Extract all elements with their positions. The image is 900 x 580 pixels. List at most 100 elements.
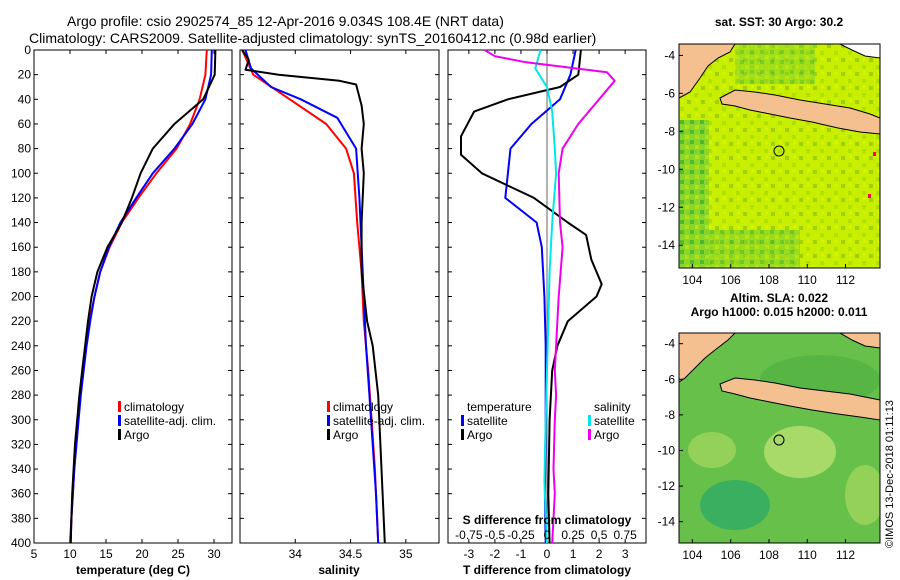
top-tick-label: 0.25 <box>561 528 585 542</box>
x-tick-label: 2 <box>596 547 603 561</box>
sst-field-west <box>679 120 709 268</box>
y-tick-label: 340 <box>11 462 31 476</box>
watermark: ©IMOS 13-Dec-2018 01:11:13 <box>884 400 896 548</box>
legend-swatch-t-argo <box>461 429 464 440</box>
x-tick-label: -1 <box>516 547 527 561</box>
map-x-tick-label: 106 <box>721 273 741 287</box>
legend-argo: Argo <box>124 428 150 442</box>
argo-position-marker <box>773 145 785 157</box>
map-x-tick-label: 112 <box>836 548 855 562</box>
top-tick-label: -0.25 <box>507 528 535 542</box>
map-x-tick-label: 110 <box>798 548 817 562</box>
legend-temperature-header: temperature <box>467 400 532 414</box>
x-tick-label: -3 <box>464 547 475 561</box>
title-line-1: Argo profile: csio 2902574_85 12-Apr-201… <box>67 13 504 29</box>
legend-t-satellite: satellite <box>467 414 508 428</box>
x-tick-label: 20 <box>135 547 149 561</box>
land-borneo <box>839 44 880 59</box>
y-tick-label: 300 <box>11 413 31 427</box>
map-y-tick-label: -12 <box>658 200 676 214</box>
salinity-axes <box>239 49 440 544</box>
legend-swatch-s-satellite <box>588 415 591 426</box>
sst-hot-pixel <box>868 194 871 198</box>
series-line-argo <box>241 49 386 544</box>
temperature-axes <box>33 49 233 544</box>
legend-t-argo: Argo <box>467 428 493 442</box>
temperature-xlabel: temperature (deg C) <box>76 563 190 577</box>
y-tick-label: 20 <box>18 68 32 82</box>
legend-climatology: climatology <box>333 400 393 414</box>
map-y-tick-label: -4 <box>664 48 675 62</box>
series-line-s-argo <box>483 49 616 544</box>
legend-swatch-argo <box>327 429 330 440</box>
sst-field-north <box>735 44 815 84</box>
legend-swatch-climatology <box>118 401 121 412</box>
sla-map-ticks: 104 106 108 110 112 -4 -6 -8 -10 -12 -14 <box>658 337 856 562</box>
y-tick-label: 360 <box>11 487 31 501</box>
legend-satellite: satellite-adj. clim. <box>124 414 216 428</box>
y-tick-label: 200 <box>11 290 31 304</box>
x-tick-label: 1 <box>570 547 577 561</box>
sla-map-title: Altim. SLA: 0.022 <box>730 291 828 305</box>
sst-hot-pixel <box>873 152 876 156</box>
land-sumatra <box>679 44 736 99</box>
map-y-tick-label: -14 <box>658 238 676 252</box>
temperature-legend: climatology satellite-adj. clim. Argo <box>118 400 216 442</box>
x-tick-label: 34.5 <box>339 547 363 561</box>
x-tick-label: 5 <box>31 547 38 561</box>
x-tick-label: 0 <box>544 547 551 561</box>
legend-swatch-s-argo <box>588 429 591 440</box>
series-line-t-satellite <box>504 49 577 544</box>
x-tick-label: 10 <box>63 547 77 561</box>
map-y-tick-label: -10 <box>658 443 676 457</box>
series-line-t-argo <box>460 49 603 544</box>
x-tick-label: -2 <box>490 547 501 561</box>
y-tick-label: 140 <box>11 216 31 230</box>
y-tick-label: 60 <box>18 117 32 131</box>
series-line-argo <box>69 49 217 544</box>
map-y-tick-label: -8 <box>664 408 675 422</box>
map-y-tick-label: -12 <box>658 479 676 493</box>
sst-map-frame <box>678 43 881 269</box>
y-tick-label: 80 <box>18 142 32 156</box>
x-tick-label: 25 <box>171 547 185 561</box>
top-tick-label: 0 <box>544 528 551 542</box>
y-tick-label: 400 <box>11 536 31 550</box>
sla-map-frame <box>678 332 881 544</box>
series-line-satellite-adj-clim- <box>244 49 380 544</box>
sla-high <box>688 432 736 468</box>
y-tick-label: 240 <box>11 339 31 353</box>
difference-xlabel-top: S difference from climatology <box>463 513 632 527</box>
sla-map <box>679 333 880 543</box>
land-java <box>719 377 880 421</box>
difference-xlabel: T difference from climatology <box>463 563 631 577</box>
legend-climatology: climatology <box>124 400 184 414</box>
map-y-tick-label: -14 <box>658 515 676 529</box>
y-tick-label: 260 <box>11 363 31 377</box>
series-line-climatology <box>241 49 380 544</box>
sla-low <box>700 480 770 530</box>
sst-map-ticks: 104 106 108 110 112 -4 -6 -8 -10 -12 -14 <box>658 48 856 287</box>
salinity-xlabel: salinity <box>318 563 360 577</box>
legend-s-argo: Argo <box>594 428 620 442</box>
legend-swatch-climatology <box>327 401 330 412</box>
legend-s-satellite: satellite <box>594 414 635 428</box>
x-tick-label: 30 <box>207 547 221 561</box>
profile-series <box>69 49 616 544</box>
y-tick-label: 40 <box>18 92 32 106</box>
sst-field-south <box>705 230 800 268</box>
title-line-2: Climatology: CARS2009. Satellite-adjuste… <box>29 30 596 46</box>
argo-position-marker <box>773 434 785 446</box>
map-x-tick-label: 108 <box>759 548 779 562</box>
sla-high <box>845 465 880 525</box>
legend-swatch-t-satellite <box>461 415 464 426</box>
top-tick-label: 0.75 <box>613 528 637 542</box>
top-tick-label: -0.75 <box>455 528 483 542</box>
x-tick-label: 3 <box>622 547 629 561</box>
x-tick-label: 35 <box>399 547 413 561</box>
land-sumatra <box>679 333 736 383</box>
legend-swatch-satellite <box>118 415 121 426</box>
legend-satellite: satellite-adj. clim. <box>333 414 425 428</box>
land-borneo <box>839 333 880 349</box>
